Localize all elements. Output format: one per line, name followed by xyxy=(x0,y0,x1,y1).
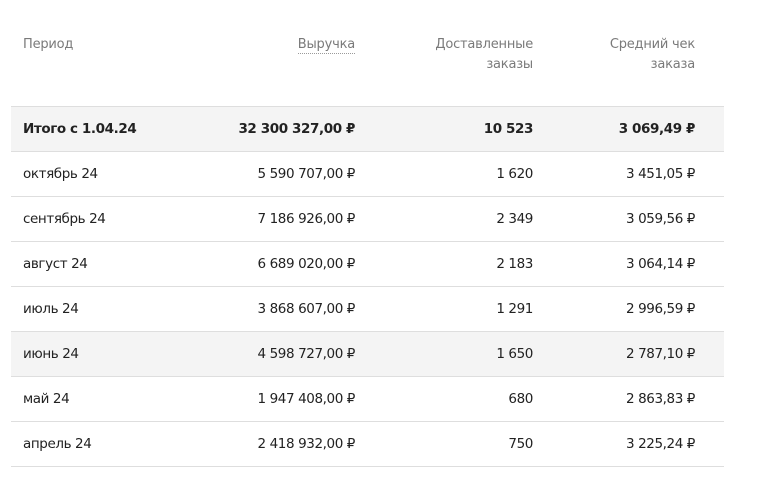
cell-average-check: 3 451,05 ₽ xyxy=(626,166,695,182)
cell-period: июнь 24 xyxy=(23,346,79,362)
cell-orders: 1 291 xyxy=(496,301,533,317)
cell-period: июль 24 xyxy=(23,301,79,317)
table-row: июль 24 3 868 607,00 ₽ 1 291 2 996,59 ₽ xyxy=(11,286,724,331)
cell-average-check: 3 059,56 ₽ xyxy=(626,211,695,227)
column-header-average-check: Средний чек заказа xyxy=(609,37,695,72)
cell-period: май 24 xyxy=(23,391,70,407)
cell-period: Итого с 1.04.24 xyxy=(23,121,137,137)
cell-orders: 1 620 xyxy=(496,166,533,182)
cell-revenue: 4 598 727,00 ₽ xyxy=(257,346,356,362)
cell-average-check: 2 863,83 ₽ xyxy=(626,391,695,407)
cell-orders: 680 xyxy=(508,391,533,407)
cell-period: апрель 24 xyxy=(23,436,92,452)
cell-orders: 2 183 xyxy=(496,256,533,272)
column-header-revenue[interactable]: Выручка xyxy=(297,35,355,55)
cell-period: август 24 xyxy=(23,256,88,272)
cell-revenue: 2 418 932,00 ₽ xyxy=(257,436,356,452)
cell-revenue: 32 300 327,00 ₽ xyxy=(238,121,355,137)
cell-average-check: 3 069,49 ₽ xyxy=(618,121,696,137)
table-row: июнь 24 4 598 727,00 ₽ 1 650 2 787,10 ₽ xyxy=(11,331,724,376)
cell-revenue: 7 186 926,00 ₽ xyxy=(257,211,356,227)
table-row: август 24 6 689 020,00 ₽ 2 183 3 064,14 … xyxy=(11,241,724,286)
cell-revenue: 5 590 707,00 ₽ xyxy=(257,166,356,182)
cell-average-check: 3 225,24 ₽ xyxy=(626,436,695,452)
table-row-total: Итого с 1.04.24 32 300 327,00 ₽ 10 523 3… xyxy=(11,106,724,151)
cell-period: сентябрь 24 xyxy=(23,211,106,227)
table-row: октябрь 24 5 590 707,00 ₽ 1 620 3 451,05… xyxy=(11,151,724,196)
cell-orders: 1 650 xyxy=(496,346,533,362)
column-header-delivered-orders: Доставленные заказы xyxy=(435,37,533,72)
column-header-period: Период xyxy=(23,37,74,52)
cell-orders: 750 xyxy=(508,436,533,452)
table-header: Период Выручка Доставленные заказы Средн… xyxy=(11,0,724,106)
cell-revenue: 3 868 607,00 ₽ xyxy=(257,301,356,317)
cell-average-check: 3 064,14 ₽ xyxy=(626,256,695,272)
revenue-table: Период Выручка Доставленные заказы Средн… xyxy=(11,0,724,467)
cell-period: октябрь 24 xyxy=(23,166,98,182)
cell-average-check: 2 787,10 ₽ xyxy=(626,346,695,362)
cell-average-check: 2 996,59 ₽ xyxy=(626,301,695,317)
cell-revenue: 6 689 020,00 ₽ xyxy=(257,256,356,272)
cell-orders: 10 523 xyxy=(483,121,534,137)
table-row: апрель 24 2 418 932,00 ₽ 750 3 225,24 ₽ xyxy=(11,421,724,467)
cell-orders: 2 349 xyxy=(496,211,533,227)
table-row: май 24 1 947 408,00 ₽ 680 2 863,83 ₽ xyxy=(11,376,724,421)
cell-revenue: 1 947 408,00 ₽ xyxy=(257,391,356,407)
column-header-revenue-label[interactable]: Выручка xyxy=(297,37,355,54)
table-row: сентябрь 24 7 186 926,00 ₽ 2 349 3 059,5… xyxy=(11,196,724,241)
